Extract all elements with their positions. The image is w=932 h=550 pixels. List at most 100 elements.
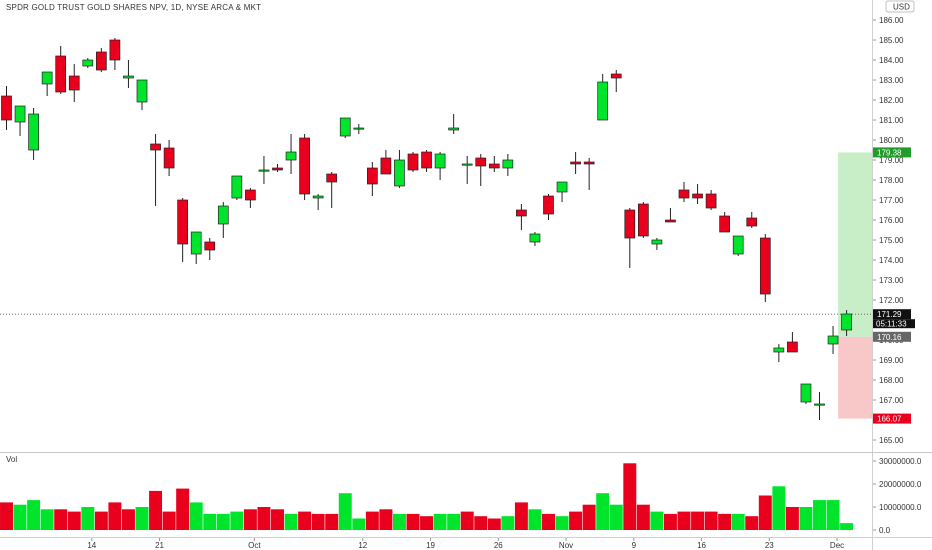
volume-bar[interactable]: [677, 511, 691, 530]
volume-bar[interactable]: [352, 518, 366, 531]
candle[interactable]: [299, 134, 310, 200]
volume-bar[interactable]: [772, 486, 786, 530]
candle[interactable]: [516, 204, 527, 230]
candle[interactable]: [502, 154, 514, 176]
volume-bar[interactable]: [40, 509, 54, 530]
volume-bar[interactable]: [203, 513, 217, 530]
volume-bar[interactable]: [596, 493, 610, 530]
candle[interactable]: [150, 134, 161, 206]
volume-bar[interactable]: [338, 493, 352, 530]
candle[interactable]: [190, 231, 202, 264]
candle[interactable]: [55, 46, 67, 94]
volume-bar[interactable]: [230, 511, 244, 530]
volume-bar[interactable]: [704, 511, 718, 530]
volume-bar[interactable]: [785, 507, 799, 530]
volume-bar[interactable]: [582, 504, 596, 530]
volume-bar[interactable]: [406, 513, 420, 530]
volume-bar[interactable]: [216, 513, 230, 530]
candle[interactable]: [407, 152, 419, 172]
volume-bar[interactable]: [94, 511, 108, 530]
candle[interactable]: [163, 140, 175, 176]
candle[interactable]: [746, 212, 758, 228]
candle[interactable]: [95, 48, 107, 72]
volume-bar[interactable]: [691, 511, 705, 530]
candle[interactable]: [258, 156, 270, 184]
volume-bar[interactable]: [542, 513, 555, 530]
volume-bar[interactable]: [609, 504, 623, 530]
candle[interactable]: [123, 60, 134, 88]
candle[interactable]: [14, 105, 26, 136]
volume-bar[interactable]: [487, 518, 501, 531]
volume-bar[interactable]: [365, 511, 379, 530]
volume-bar[interactable]: [528, 509, 542, 530]
volume-bar[interactable]: [623, 463, 637, 530]
candle[interactable]: [353, 124, 365, 134]
candle[interactable]: [421, 150, 432, 172]
candle[interactable]: [41, 71, 53, 96]
volume-bar[interactable]: [108, 502, 122, 530]
candle[interactable]: [204, 238, 216, 260]
candle[interactable]: [692, 184, 703, 204]
volume-bar[interactable]: [420, 516, 434, 530]
volume-bar[interactable]: [636, 504, 650, 530]
candle[interactable]: [665, 208, 676, 223]
volume-bar[interactable]: [758, 495, 772, 531]
candle[interactable]: [678, 182, 690, 202]
candle[interactable]: [177, 198, 188, 262]
candle[interactable]: [272, 164, 283, 172]
volume-bar[interactable]: [271, 509, 284, 530]
candle[interactable]: [827, 326, 839, 354]
volume-bar[interactable]: [176, 488, 190, 530]
candle[interactable]: [461, 156, 473, 184]
candle[interactable]: [556, 181, 568, 202]
volume-bar[interactable]: [460, 511, 474, 530]
candle[interactable]: [787, 332, 798, 353]
volume-bar[interactable]: [501, 516, 515, 530]
candle[interactable]: [637, 202, 649, 238]
candle[interactable]: [475, 154, 487, 186]
volume-bar[interactable]: [555, 516, 569, 530]
volume-bar[interactable]: [298, 511, 312, 530]
volume-bar[interactable]: [149, 490, 163, 530]
volume-bar[interactable]: [243, 509, 257, 530]
volume-bar[interactable]: [569, 511, 583, 530]
volume-bar[interactable]: [813, 500, 826, 530]
candle[interactable]: [448, 114, 459, 134]
candle[interactable]: [597, 74, 609, 121]
volume-bar[interactable]: [67, 511, 81, 530]
volume-bar[interactable]: [284, 513, 298, 530]
candle[interactable]: [651, 238, 663, 250]
volume-bar[interactable]: [0, 502, 13, 530]
volume-bar[interactable]: [311, 513, 325, 530]
candle[interactable]: [217, 202, 229, 238]
volume-bar[interactable]: [718, 513, 732, 530]
candle[interactable]: [800, 383, 812, 404]
candle[interactable]: [705, 190, 717, 210]
candle[interactable]: [732, 235, 744, 256]
candle[interactable]: [136, 79, 148, 110]
candle[interactable]: [434, 152, 446, 180]
volume-bar[interactable]: [13, 504, 27, 530]
volume-bar[interactable]: [162, 511, 176, 530]
time-axis[interactable]: 14 21 Oct 12 19 26 Nov 9 16 23 Dec: [87, 538, 844, 550]
candle[interactable]: [1, 86, 12, 130]
volume-axis[interactable]: 0.0 10000000.0 20000000.0 30000000.0: [873, 457, 922, 535]
candle[interactable]: [380, 150, 392, 175]
candle[interactable]: [624, 208, 636, 268]
candle[interactable]: [245, 188, 256, 208]
candle[interactable]: [583, 158, 595, 190]
candle[interactable]: [312, 194, 324, 210]
volume-bar[interactable]: [799, 507, 813, 530]
candle[interactable]: [841, 310, 852, 336]
volume-bar[interactable]: [663, 513, 677, 530]
candle[interactable]: [570, 152, 581, 174]
candle[interactable]: [367, 162, 378, 196]
volume-bar[interactable]: [433, 513, 447, 530]
candle[interactable]: [543, 194, 554, 220]
volume-bar[interactable]: [189, 502, 203, 530]
volume-bar[interactable]: [135, 507, 149, 530]
volume-bar[interactable]: [392, 513, 406, 530]
candle[interactable]: [82, 58, 94, 68]
candle[interactable]: [610, 70, 622, 92]
